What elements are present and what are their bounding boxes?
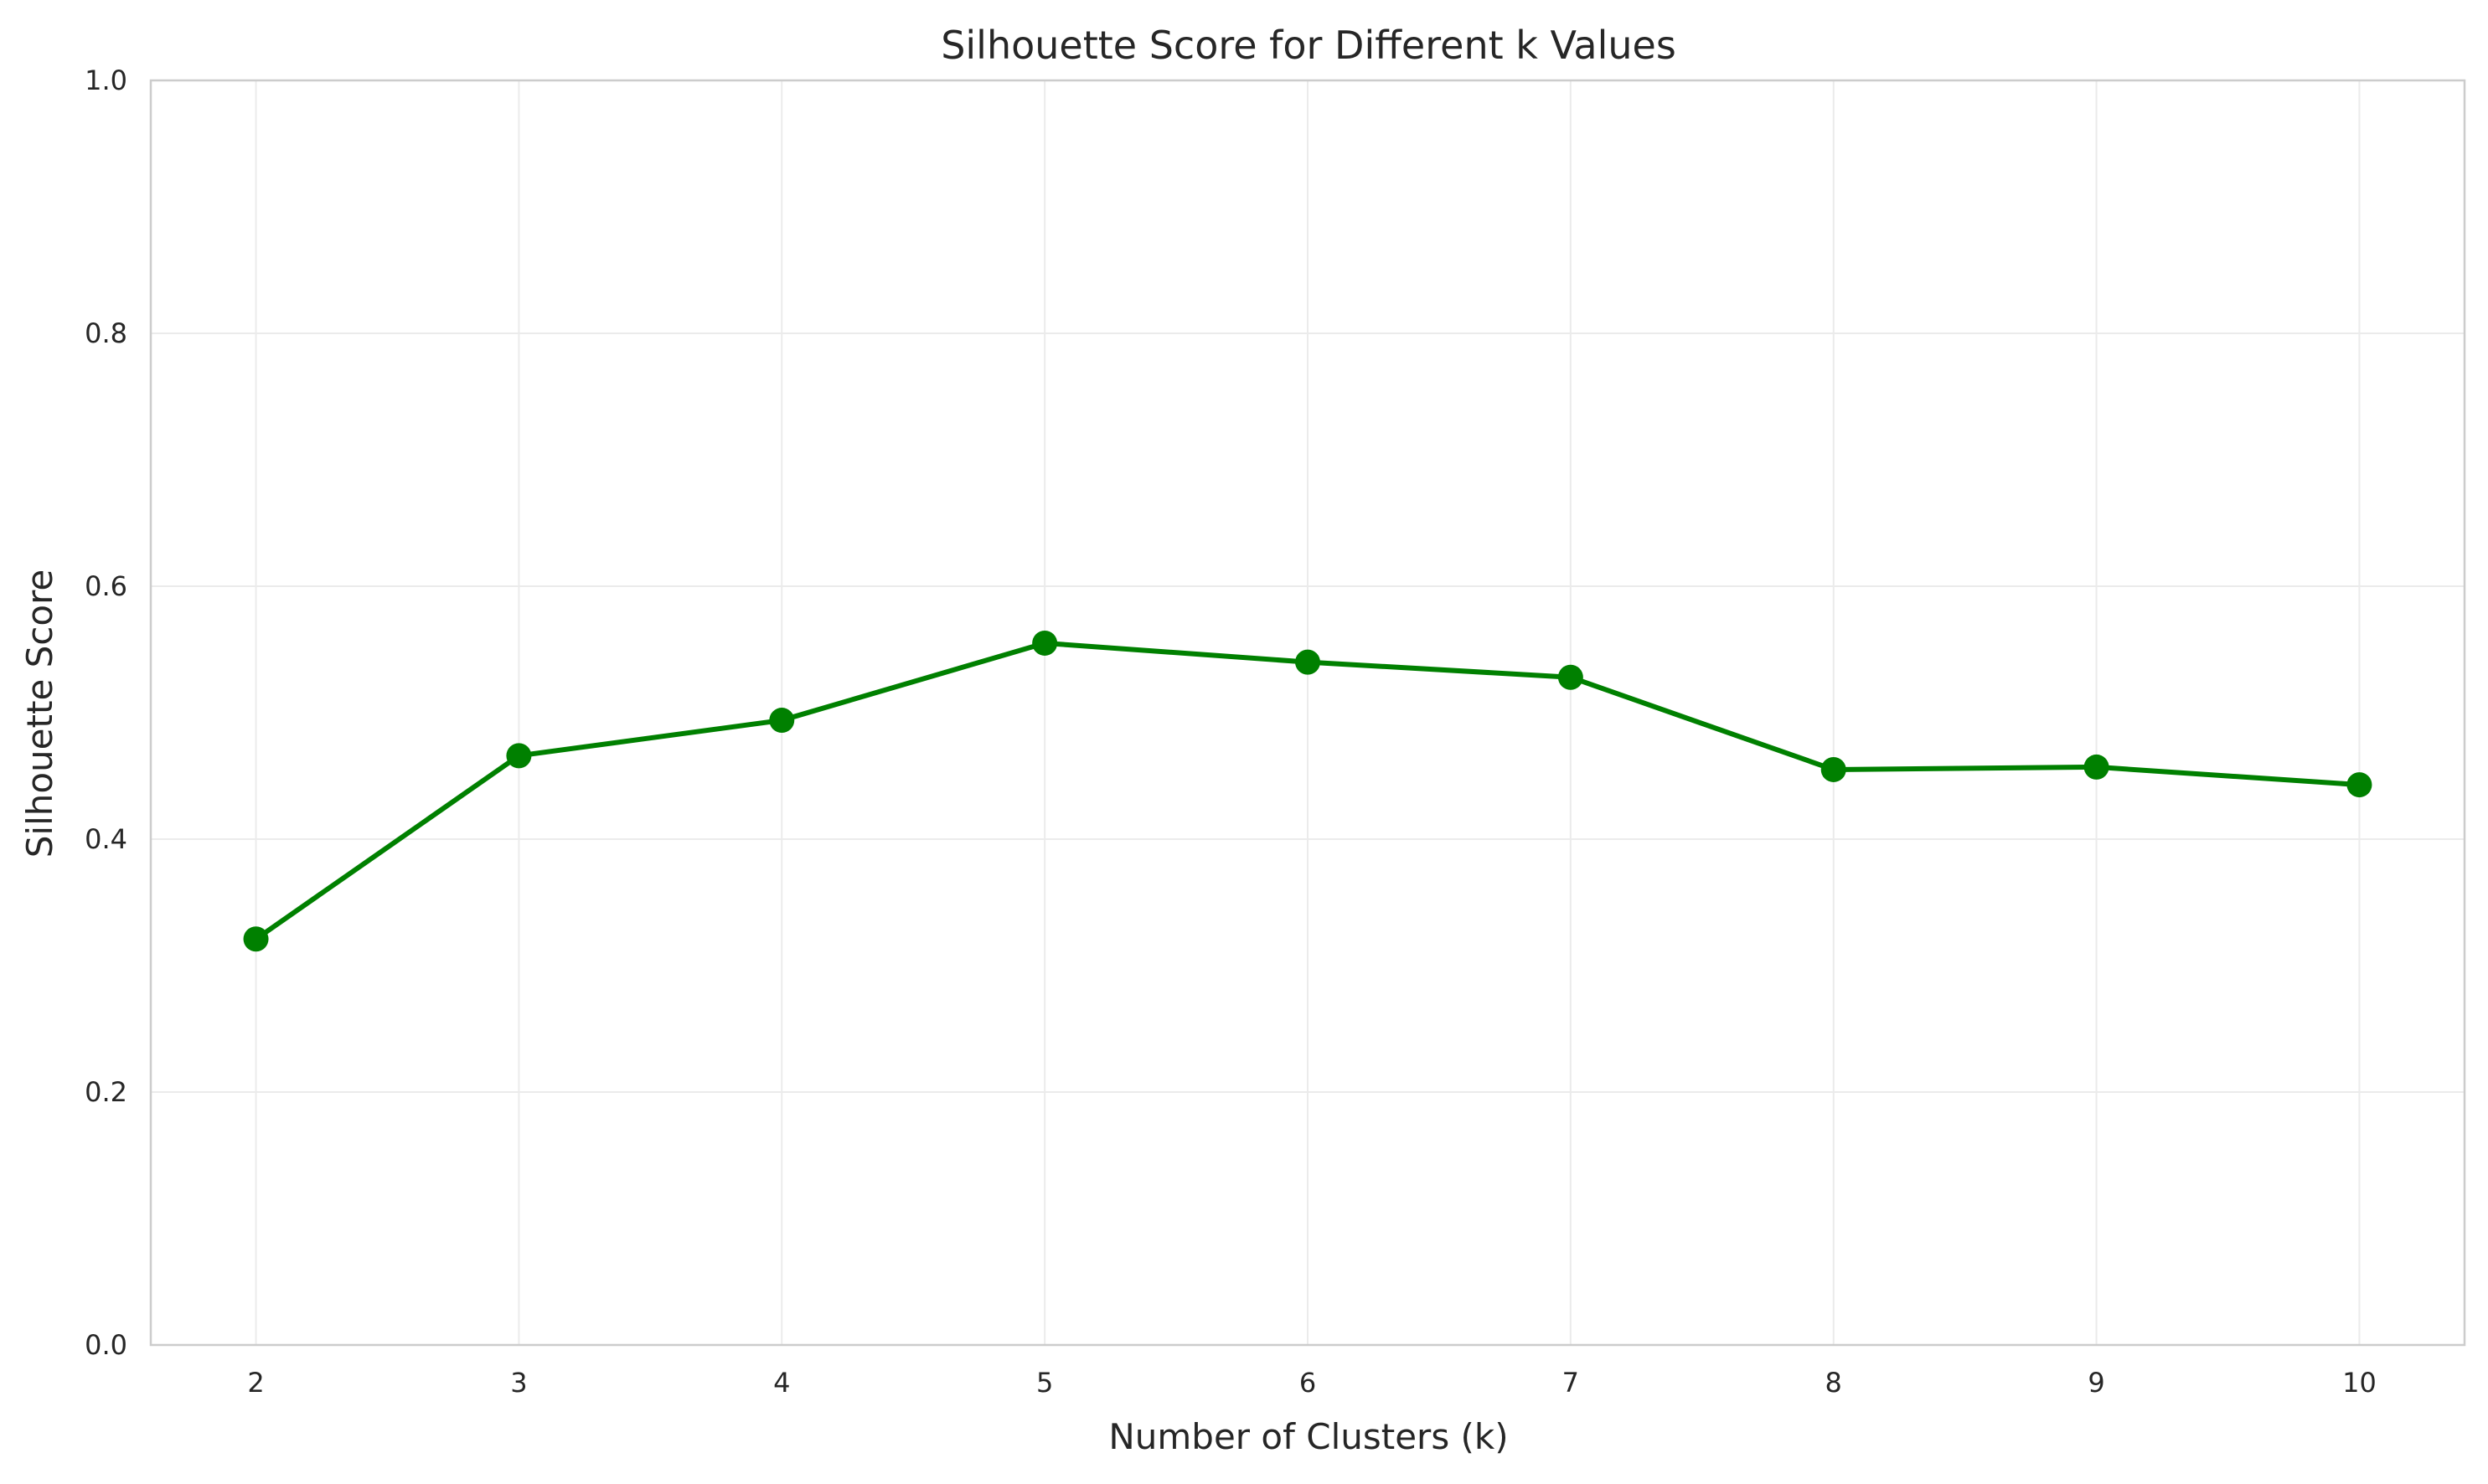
plot-frame (149, 79, 2466, 1347)
data-point (1557, 664, 1583, 690)
data-point (243, 926, 269, 952)
x-tick-label: 8 (1825, 1367, 1842, 1399)
x-tick-label: 7 (1562, 1367, 1579, 1399)
x-tick-label: 4 (773, 1367, 790, 1399)
y-tick-label: 0.2 (85, 1076, 127, 1108)
x-tick-label: 5 (1036, 1367, 1053, 1399)
data-point (769, 708, 795, 734)
x-axis-label: Number of Clusters (k) (1108, 1416, 1508, 1457)
tick-labels: 2 3 4 5 6 7 8 9 10 0.0 0.2 0.4 0.6 0.8 1.0 (85, 64, 2377, 1399)
data-point (1295, 649, 1320, 675)
x-tick-label: 6 (1299, 1367, 1316, 1399)
x-tick-label: 9 (2088, 1367, 2104, 1399)
data-point (1820, 756, 1846, 782)
y-tick-label: 0.8 (85, 317, 127, 349)
chart-title: Silhouette Score for Different k Values (941, 23, 1676, 68)
y-tick-label: 0.6 (85, 570, 127, 602)
y-axis-label: Silhouette Score (19, 569, 60, 858)
y-tick-label: 0.0 (85, 1329, 127, 1361)
data-point (506, 743, 532, 769)
data-point (2083, 754, 2109, 780)
x-tick-label: 2 (247, 1367, 264, 1399)
data-point (2346, 772, 2372, 798)
x-tick-label: 10 (2342, 1367, 2377, 1399)
y-tick-label: 1.0 (85, 64, 127, 96)
x-tick-label: 3 (510, 1367, 527, 1399)
series-layer (243, 630, 2372, 952)
data-point (1032, 630, 1058, 656)
y-tick-label: 0.4 (85, 823, 127, 855)
